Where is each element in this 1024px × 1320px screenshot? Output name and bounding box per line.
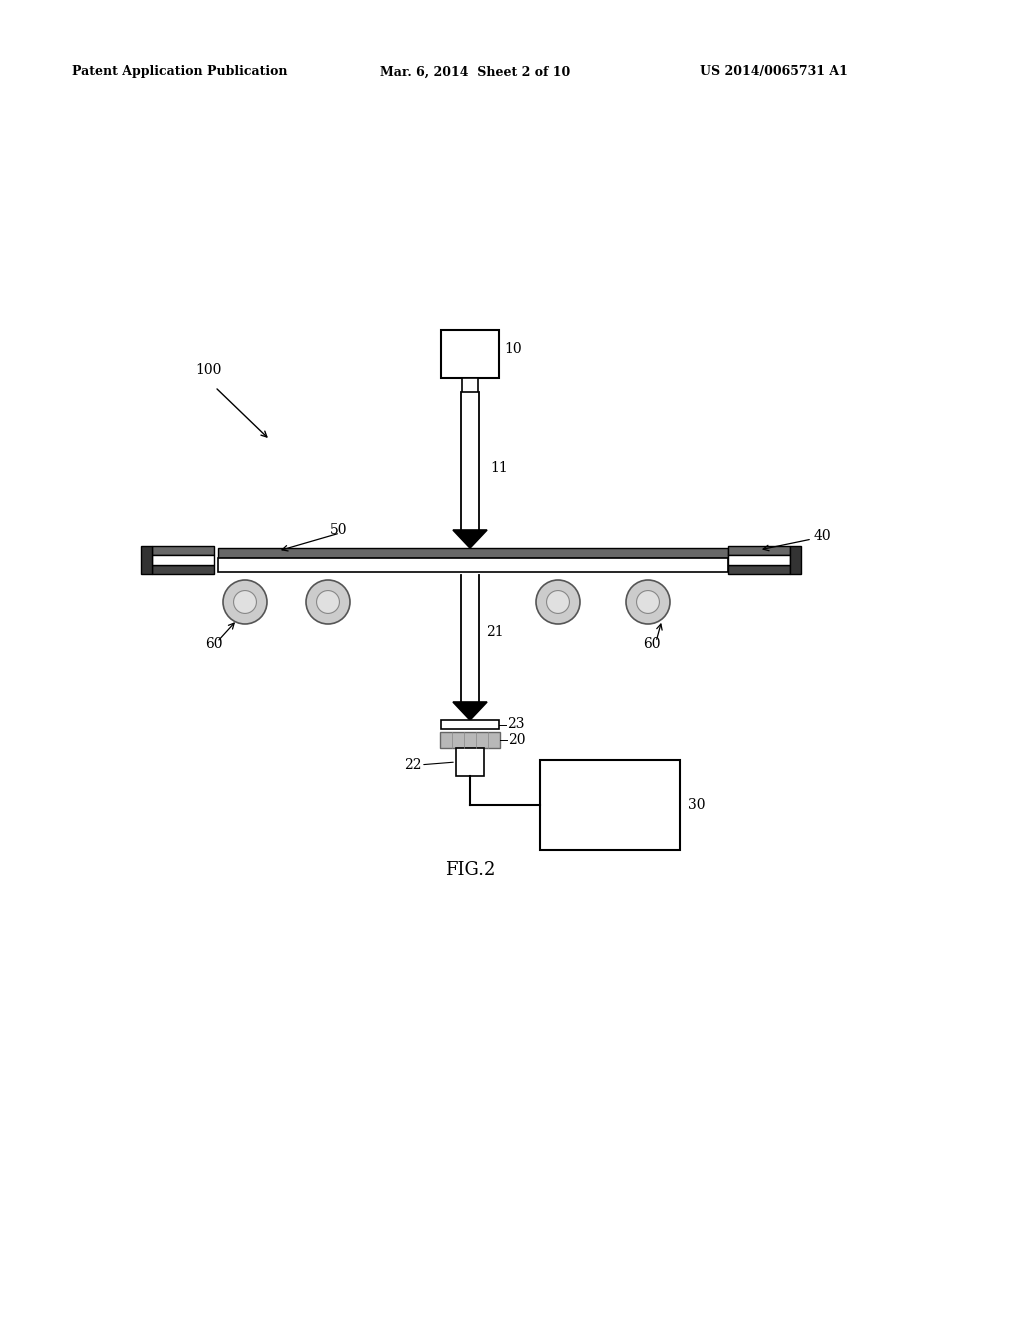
Bar (218, 558, 728, 572)
Text: Mar. 6, 2014  Sheet 2 of 10: Mar. 6, 2014 Sheet 2 of 10 (380, 66, 570, 78)
Text: 30: 30 (688, 799, 706, 812)
Bar (152, 565, 214, 574)
Text: Patent Application Publication: Patent Application Publication (72, 66, 288, 78)
Bar (152, 546, 214, 554)
Text: 23: 23 (507, 718, 524, 731)
Text: US 2014/0065731 A1: US 2014/0065731 A1 (700, 66, 848, 78)
Bar (440, 733, 500, 748)
Circle shape (316, 590, 339, 614)
Bar (728, 554, 790, 565)
Text: 50: 50 (330, 523, 347, 537)
Bar (462, 378, 478, 392)
Bar (441, 330, 499, 378)
Polygon shape (453, 702, 487, 719)
Circle shape (547, 590, 569, 614)
Polygon shape (453, 531, 487, 548)
Text: FIG.2: FIG.2 (444, 861, 496, 879)
Circle shape (233, 590, 256, 614)
Text: 100: 100 (195, 363, 221, 378)
Bar (790, 546, 801, 574)
Circle shape (637, 590, 659, 614)
Circle shape (306, 579, 350, 624)
Bar (141, 546, 152, 574)
Bar (540, 760, 680, 850)
Text: 11: 11 (490, 461, 508, 475)
Bar (218, 548, 728, 558)
Circle shape (536, 579, 580, 624)
Bar (152, 554, 214, 565)
Circle shape (626, 579, 670, 624)
Text: 22: 22 (404, 758, 422, 772)
Bar (728, 546, 790, 554)
Bar (456, 748, 484, 776)
Text: 21: 21 (486, 626, 504, 639)
Bar (441, 719, 499, 729)
Circle shape (223, 579, 267, 624)
Text: 10: 10 (504, 342, 521, 356)
Bar (728, 565, 790, 574)
Text: 60: 60 (643, 638, 660, 651)
Text: 40: 40 (814, 529, 831, 543)
Text: 60: 60 (205, 638, 222, 651)
Text: 20: 20 (508, 733, 525, 747)
